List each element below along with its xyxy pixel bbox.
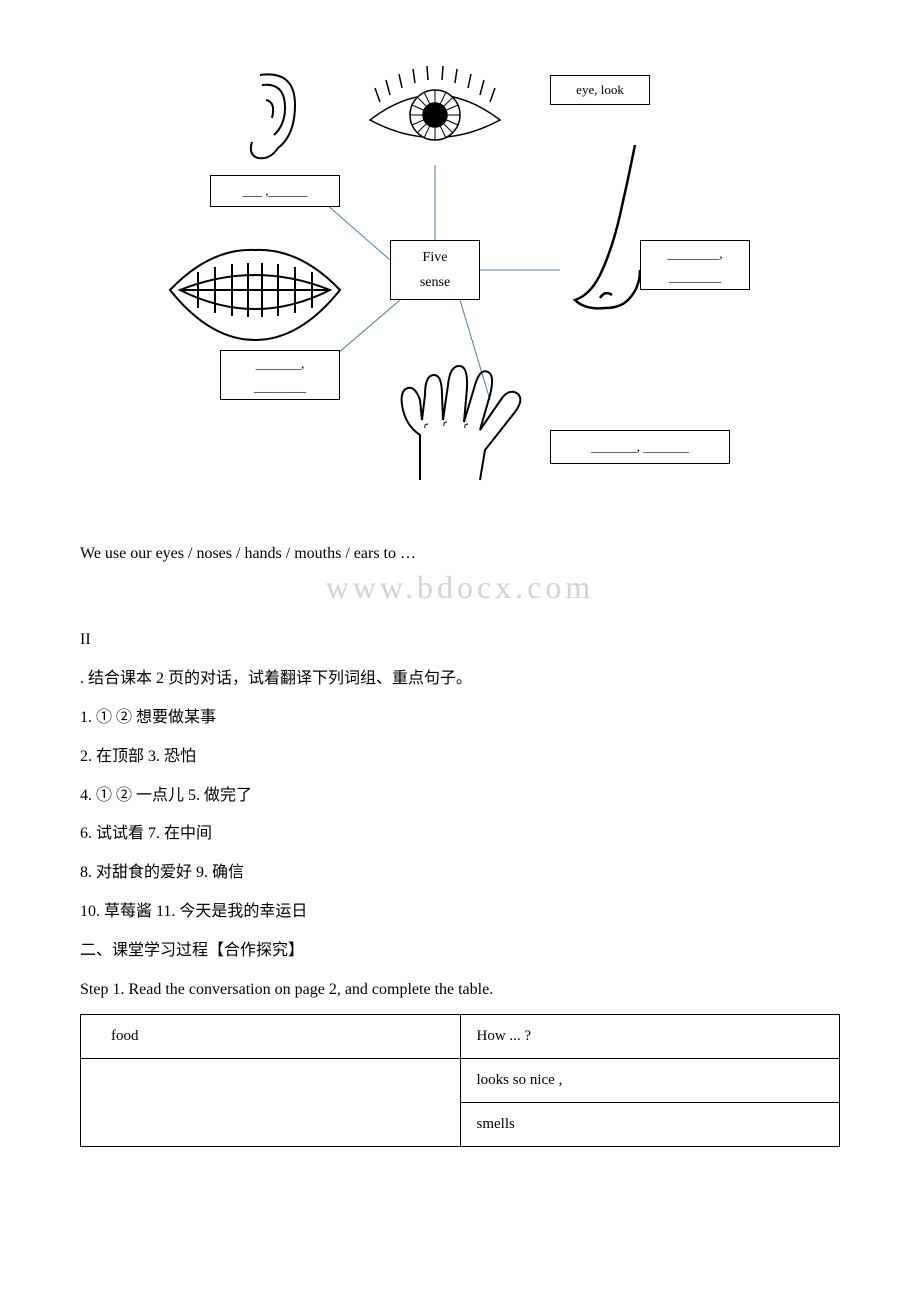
sentence-text: We use our eyes / noses / hands / mouths… <box>80 540 840 569</box>
nose-label-box: ________, ________ <box>640 240 750 290</box>
table-cell-food: food <box>81 1015 461 1059</box>
table-cell-empty <box>81 1059 461 1147</box>
step1-text: Step 1. Read the conversation on page 2,… <box>80 976 840 1005</box>
section-ii-label: II <box>80 626 840 655</box>
hand-label-box: _______, _______ <box>550 430 730 464</box>
mouth-drawing <box>160 240 350 361</box>
item-6: 10. 草莓酱 11. 今天是我的幸运日 <box>80 898 840 927</box>
item-4: 6. 试试看 7. 在中间 <box>80 820 840 849</box>
item-2: 2. 在顶部 3. 恐怕 <box>80 743 840 772</box>
ear-drawing <box>230 60 310 181</box>
section2-title: 二、课堂学习过程【合作探究】 <box>80 937 840 966</box>
five-senses-diagram: Five sense <box>160 60 760 490</box>
ear-label-box: ___ ,______ <box>210 175 340 207</box>
mouth-label-box: _______, ________ <box>220 350 340 400</box>
center-box: Five sense <box>390 240 480 300</box>
nose-label2: ________ <box>669 265 721 288</box>
center-line2: sense <box>420 270 450 295</box>
ear-label: ___ ,______ <box>243 179 308 202</box>
item-1: 1. ① ② 想要做某事 <box>80 704 840 733</box>
item-3: 4. ① ② 一点儿 5. 做完了 <box>80 782 840 811</box>
eye-drawing <box>360 60 510 171</box>
nose-label1: ________, <box>667 242 722 265</box>
table-cell-smells: smells <box>460 1103 840 1147</box>
table-row: food How ... ? <box>81 1015 840 1059</box>
table-row: looks so nice , <box>81 1059 840 1103</box>
hand-drawing <box>390 350 560 501</box>
item-5: 8. 对甜食的爱好 9. 确信 <box>80 859 840 888</box>
food-table: food How ... ? looks so nice , smells <box>80 1014 840 1147</box>
nose-drawing <box>550 140 680 331</box>
eye-label: eye, look <box>576 78 624 101</box>
mouth-label2: ________ <box>254 375 306 398</box>
center-line1: Five <box>423 245 448 270</box>
translate-intro: . 结合课本 2 页的对话，试着翻译下列词组、重点句子。 <box>80 665 840 694</box>
content-area: We use our eyes / noses / hands / mouths… <box>80 540 840 1147</box>
eye-label-box: eye, look <box>550 75 650 105</box>
table-cell-how: How ... ? <box>460 1015 840 1059</box>
table-cell-looks: looks so nice , <box>460 1059 840 1103</box>
hand-label: _______, _______ <box>591 435 689 458</box>
mouth-label1: _______, <box>256 352 305 375</box>
